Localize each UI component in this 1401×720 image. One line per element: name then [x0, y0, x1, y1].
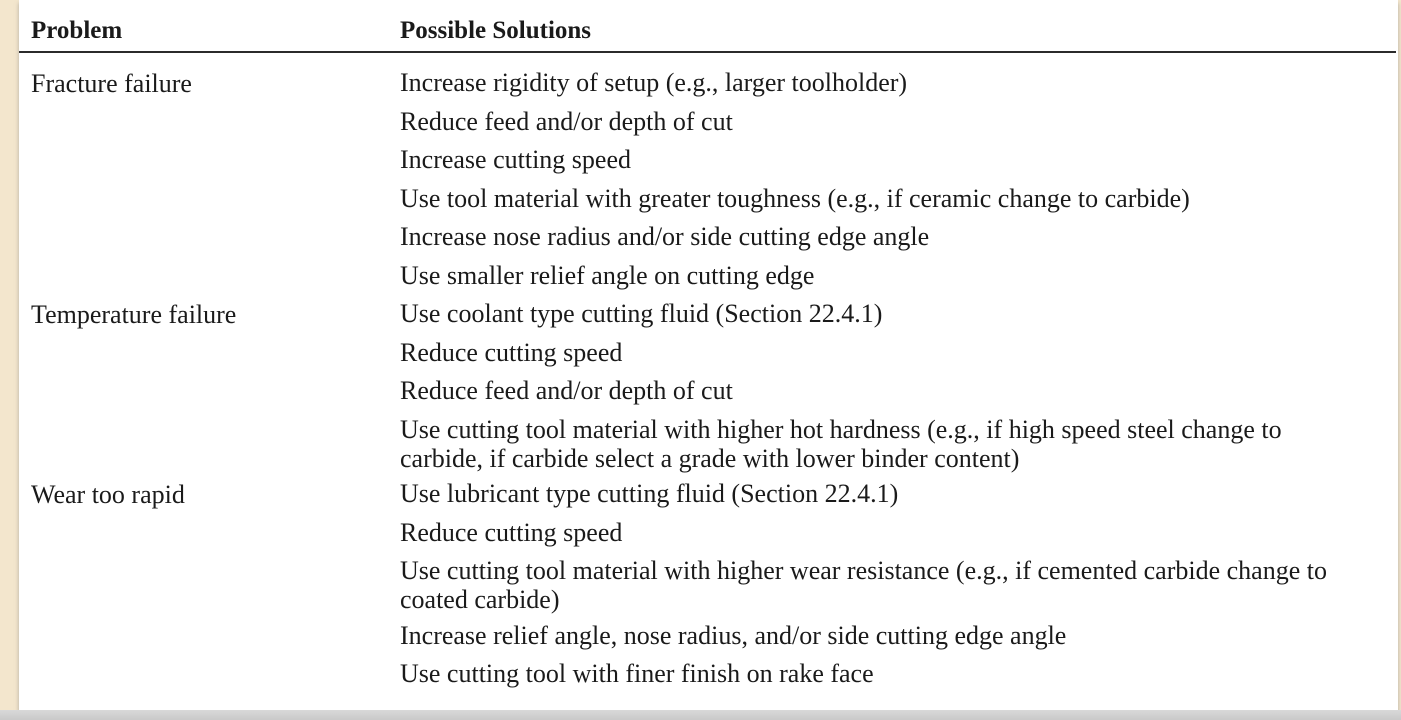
solution-item: Increase nose radius and/or side cutting… [400, 222, 930, 251]
table-header: Problem Possible Solutions [19, 0, 1396, 53]
problem-cell: Temperature failure [31, 300, 237, 329]
bottom-shadow-strip [0, 710, 1401, 720]
table-row-temperature-failure: Temperature failure Use coolant type cut… [19, 299, 1396, 473]
solution-item: Reduce feed and/or depth of cut [400, 106, 733, 136]
problem-cell: Fracture failure [31, 69, 192, 98]
table-row-wear-too-rapid: Wear too rapid Use lubricant type cuttin… [19, 479, 1396, 691]
solution-item: Increase rigidity of setup (e.g., larger… [400, 68, 908, 97]
table-body: Fracture failure Increase rigidity of se… [19, 68, 1396, 698]
solution-item: Increase relief angle, nose radius, and/… [400, 620, 1067, 650]
solution-item: Reduce cutting speed [400, 517, 623, 547]
table-row-fracture-failure: Fracture failure Increase rigidity of se… [19, 68, 1396, 293]
solution-item: Use smaller relief angle on cutting edge [400, 260, 815, 290]
solution-item: Use cutting tool material with higher we… [400, 556, 1327, 614]
problem-cell: Wear too rapid [31, 480, 185, 509]
solution-item: Use tool material with greater toughness… [400, 183, 1190, 213]
solution-item: Reduce feed and/or depth of cut [400, 376, 733, 405]
solution-item: Use cutting tool material with higher ho… [400, 414, 1282, 473]
solution-item: Use coolant type cutting fluid (Section … [400, 299, 883, 328]
header-problem: Problem [31, 17, 123, 44]
solution-item: Use cutting tool with finer finish on ra… [400, 659, 874, 688]
header-possible-solutions: Possible Solutions [400, 17, 592, 44]
solutions-cell: Use coolant type cutting fluid (Section … [400, 299, 1370, 473]
solutions-cell: Increase rigidity of setup (e.g., larger… [400, 68, 1370, 293]
troubleshooting-table: Problem Possible Solutions Fracture fail… [19, 0, 1398, 710]
solution-item: Use lubricant type cutting fluid (Sectio… [400, 479, 899, 508]
solution-item: Reduce cutting speed [400, 337, 623, 367]
solutions-cell: Use lubricant type cutting fluid (Sectio… [400, 479, 1370, 691]
solution-item: Increase cutting speed [400, 145, 632, 174]
